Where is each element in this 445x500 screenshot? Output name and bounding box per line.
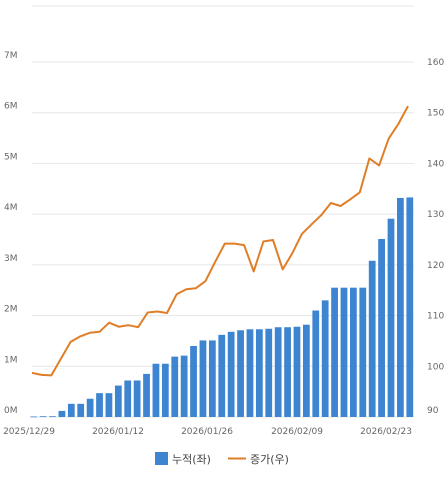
left-axis-tick-label: 2M bbox=[4, 305, 18, 315]
bar bbox=[161, 363, 169, 417]
bar bbox=[67, 403, 75, 417]
right-axis-tick-label: 160 bbox=[427, 58, 444, 68]
x-axis-tick-label: 2025/12/29 bbox=[3, 427, 55, 437]
bar bbox=[218, 334, 226, 417]
bar bbox=[406, 197, 414, 417]
bar bbox=[265, 328, 273, 417]
bar-series bbox=[30, 197, 414, 418]
line-series bbox=[31, 105, 409, 377]
bar bbox=[359, 287, 367, 417]
bar bbox=[190, 346, 197, 417]
bar bbox=[49, 416, 56, 418]
legend-label-bar: 누적(좌) bbox=[172, 453, 211, 466]
right-axis-tick-label: 100 bbox=[427, 362, 444, 372]
bar bbox=[133, 380, 141, 417]
bar bbox=[293, 326, 301, 417]
grid-lines bbox=[32, 5, 414, 418]
bar bbox=[397, 197, 404, 417]
bar bbox=[284, 327, 291, 417]
legend-label-line: 증가(우) bbox=[250, 453, 289, 466]
bar bbox=[387, 218, 395, 417]
bar bbox=[378, 238, 385, 417]
legend-swatch-bar bbox=[155, 452, 168, 465]
bar bbox=[302, 324, 310, 417]
right-axis-tick-label: 150 bbox=[427, 109, 444, 119]
right-axis-tick-label: 120 bbox=[427, 261, 444, 271]
axis-labels: 0M 1M 2M 3M 4M 5M 6M 7M 90 100 110 120 130 140 150 160 2… bbox=[3, 51, 444, 437]
right-axis-tick-label: 130 bbox=[427, 210, 444, 220]
bar bbox=[321, 300, 329, 417]
right-axis-tick-label: 90 bbox=[427, 406, 439, 416]
bar bbox=[96, 393, 103, 417]
bar bbox=[77, 403, 85, 417]
bar bbox=[199, 340, 207, 417]
bar bbox=[114, 385, 122, 417]
bar bbox=[368, 260, 376, 417]
bar bbox=[274, 327, 282, 417]
bar bbox=[255, 329, 263, 417]
left-axis-tick-label: 4M bbox=[4, 203, 18, 213]
bar bbox=[171, 356, 179, 417]
bar bbox=[312, 310, 320, 417]
bar bbox=[349, 287, 357, 417]
left-axis-tick-label: 0M bbox=[4, 406, 18, 416]
bar bbox=[124, 380, 132, 417]
left-axis-tick-label: 6M bbox=[4, 102, 18, 112]
bar bbox=[86, 398, 94, 417]
legend: 누적(좌) 증가(우) bbox=[155, 452, 289, 466]
bar bbox=[331, 287, 338, 417]
line-path bbox=[31, 105, 409, 377]
x-axis-tick-label: 2026/01/12 bbox=[92, 427, 144, 437]
bar bbox=[180, 355, 188, 417]
bar bbox=[30, 416, 38, 418]
bar bbox=[143, 373, 150, 417]
bar bbox=[58, 410, 66, 417]
x-axis-tick-label: 2026/01/26 bbox=[181, 427, 233, 437]
bar bbox=[105, 393, 113, 417]
bar bbox=[246, 329, 254, 417]
left-axis-tick-label: 3M bbox=[4, 254, 18, 264]
right-axis-tick-label: 110 bbox=[427, 312, 444, 322]
bar bbox=[237, 330, 244, 417]
left-axis-tick-label: 5M bbox=[4, 152, 18, 162]
bar bbox=[39, 416, 47, 418]
left-axis-tick-label: 1M bbox=[4, 355, 18, 365]
x-axis-tick-label: 2026/02/23 bbox=[360, 427, 412, 437]
right-axis-tick-label: 140 bbox=[427, 159, 444, 169]
x-axis-tick-label: 2026/02/09 bbox=[271, 427, 323, 437]
bar bbox=[227, 331, 235, 417]
left-axis-tick-label: 7M bbox=[4, 51, 18, 61]
bar bbox=[340, 287, 348, 417]
bar bbox=[152, 363, 160, 417]
bar bbox=[208, 340, 216, 417]
